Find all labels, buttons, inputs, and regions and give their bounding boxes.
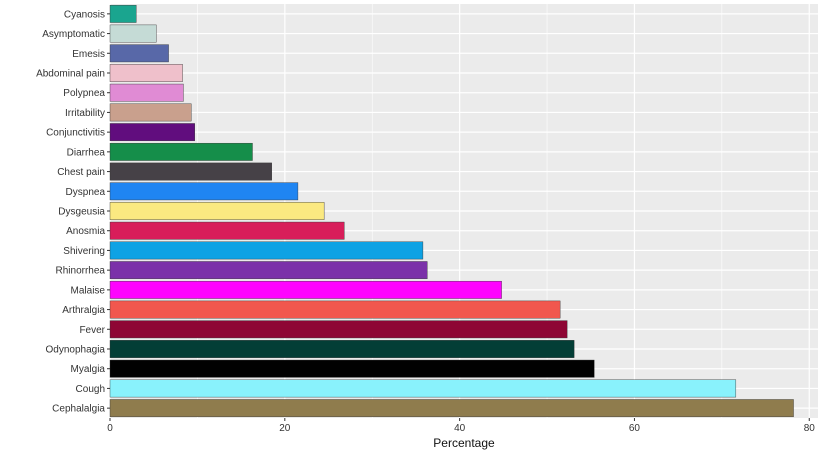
x-tick-label: 0 xyxy=(107,423,113,434)
bar-malaise xyxy=(109,280,502,299)
bar-dysgeusia xyxy=(109,202,325,220)
y-tick-label: Emesis xyxy=(72,49,105,60)
y-tick-label: Odynophagia xyxy=(46,345,106,356)
bar-odynophagia xyxy=(109,340,575,358)
y-tick-label: Conjunctivitis xyxy=(46,128,105,139)
y-tick-label: Polypnea xyxy=(63,88,105,99)
y-tick-label: Diarrhea xyxy=(67,147,106,158)
x-tick-label: 80 xyxy=(804,423,816,434)
bar-fever xyxy=(109,320,568,339)
bar-myalgia xyxy=(109,359,595,378)
bar-abdominal-pain xyxy=(109,64,183,82)
bar-rhinorrhea xyxy=(109,261,428,280)
y-tick-label: Arthralgia xyxy=(62,305,105,316)
y-tick-label: Anosmia xyxy=(66,226,105,237)
x-axis: 0 20 40 60 80 xyxy=(107,418,815,434)
y-tick-label: Fever xyxy=(79,325,105,336)
bar-polypnea xyxy=(109,83,184,102)
y-tick-label: Rhinorrhea xyxy=(56,266,106,277)
y-tick-label: Malaise xyxy=(71,285,106,296)
bar-emesis xyxy=(109,44,169,63)
y-tick-label: Asymptomatic xyxy=(42,29,105,40)
x-tick-label: 20 xyxy=(279,423,291,434)
bar-dyspnea xyxy=(109,182,299,201)
y-tick-label: Chest pain xyxy=(57,167,105,178)
y-tick-label: Shivering xyxy=(63,246,105,257)
bar-asymptomatic xyxy=(109,24,157,43)
bar-cyanosis xyxy=(109,4,137,23)
bar-conjunctivitis xyxy=(109,123,195,142)
y-tick-label: Myalgia xyxy=(71,364,106,375)
bar-cephalalgia xyxy=(109,399,794,418)
bar-arthralgia xyxy=(109,300,561,319)
bar-diarrhea xyxy=(109,142,253,161)
y-tick-label: Dysgeusia xyxy=(58,207,105,218)
bar-irritability xyxy=(109,103,192,122)
y-axis: Cyanosis Asymptomatic Emesis Abdominal pain… xyxy=(36,9,110,415)
bar-cough xyxy=(109,379,737,398)
y-tick-label: Dyspnea xyxy=(66,187,106,198)
y-tick-label: Cephalalgia xyxy=(52,404,105,415)
y-tick-label: Cyanosis xyxy=(64,9,105,20)
bar-shivering xyxy=(109,241,424,260)
x-axis-title: Percentage xyxy=(433,436,495,450)
x-tick-label: 60 xyxy=(629,423,641,434)
bar-anosmia xyxy=(109,221,345,240)
bars xyxy=(109,4,794,418)
y-tick-label: Abdominal pain xyxy=(36,69,105,80)
bar-chest-pain xyxy=(109,162,272,181)
x-tick-label: 40 xyxy=(454,423,466,434)
y-tick-label: Irritability xyxy=(65,108,105,119)
y-tick-label: Cough xyxy=(76,384,105,395)
